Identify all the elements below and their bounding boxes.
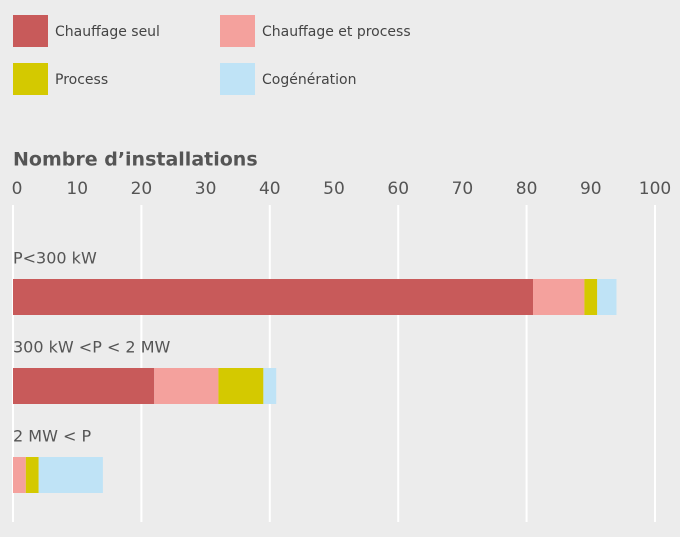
- x-tick-label: 30: [195, 179, 217, 199]
- bar-segment: [584, 279, 598, 315]
- bar-segment: [154, 368, 219, 404]
- legend-swatch: [220, 63, 255, 95]
- legend-swatch: [220, 15, 255, 47]
- x-tick-label: 60: [387, 179, 409, 199]
- bar-segment: [38, 457, 103, 493]
- bar-segment: [597, 279, 617, 315]
- bar-segment: [25, 457, 39, 493]
- bar-segment: [13, 279, 534, 315]
- category-label: 300 kW <P < 2 MW: [13, 338, 171, 357]
- legend-label: Chauffage seul: [55, 24, 160, 40]
- x-tick-label: 80: [516, 179, 538, 199]
- bar-segment: [13, 368, 155, 404]
- x-tick-label: 70: [452, 179, 474, 199]
- chart-title: Nombre d’installations: [13, 149, 258, 171]
- bar-segment: [263, 368, 277, 404]
- legend-label: Chauffage et process: [262, 24, 411, 40]
- bar-segment: [218, 368, 264, 404]
- bar-segment: [13, 457, 26, 493]
- legend-label: Cogénération: [262, 72, 356, 88]
- legend-swatch: [13, 15, 48, 47]
- legend-label: Process: [55, 72, 108, 88]
- x-tick-label: 0: [12, 179, 23, 199]
- x-tick-label: 100: [639, 179, 671, 199]
- x-tick-label: 90: [580, 179, 602, 199]
- category-label: P<300 kW: [13, 249, 97, 268]
- x-tick-label: 40: [259, 179, 281, 199]
- category-label: 2 MW < P: [13, 427, 91, 446]
- x-tick-label: 20: [131, 179, 153, 199]
- legend-swatch: [13, 63, 48, 95]
- x-tick-label: 50: [323, 179, 345, 199]
- x-tick-label: 10: [66, 179, 88, 199]
- bar-segment: [533, 279, 585, 315]
